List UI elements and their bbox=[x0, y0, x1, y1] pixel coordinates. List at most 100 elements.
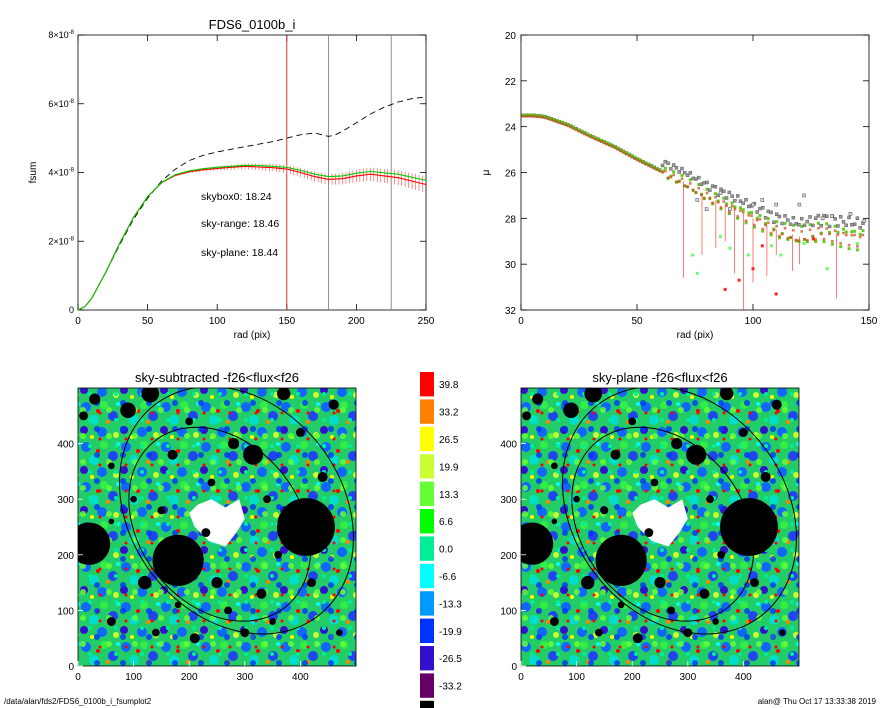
masked-star bbox=[263, 495, 271, 504]
skybox-point bbox=[769, 210, 773, 215]
sky-range-point bbox=[694, 191, 698, 194]
skybox-point bbox=[825, 214, 829, 218]
sky-range-point bbox=[664, 169, 667, 173]
sky-range-point bbox=[847, 243, 851, 247]
skybox-point bbox=[702, 181, 706, 185]
sky-range-point bbox=[737, 278, 741, 282]
sky-range-point bbox=[858, 235, 862, 239]
sky-plane-point bbox=[672, 170, 676, 174]
sky-plane-point bbox=[800, 224, 804, 228]
sky-range-point bbox=[544, 116, 547, 120]
skybox-point bbox=[848, 212, 853, 216]
sky-range-point bbox=[842, 231, 845, 235]
skybox-point bbox=[722, 189, 726, 194]
sky-range-point bbox=[555, 120, 559, 124]
skybox-point bbox=[713, 185, 718, 189]
masked-star bbox=[224, 606, 233, 615]
skybox-point bbox=[847, 215, 851, 220]
masked-star bbox=[79, 411, 89, 421]
skybox-point bbox=[797, 202, 802, 207]
sky-range-point bbox=[619, 149, 623, 153]
sky-range-point bbox=[811, 235, 815, 238]
colorbar-swatch bbox=[420, 646, 434, 671]
x-tick-label: 150 bbox=[861, 316, 878, 327]
sky-range-point bbox=[655, 168, 659, 172]
y-tick-label: 200 bbox=[500, 551, 517, 562]
sky-range-point bbox=[836, 233, 840, 236]
skybox-point bbox=[755, 210, 759, 214]
sky-range-point bbox=[805, 238, 809, 242]
masked-star bbox=[650, 478, 659, 487]
masked-star bbox=[720, 388, 734, 401]
sky-range-point bbox=[644, 162, 648, 166]
skybox-point bbox=[699, 182, 704, 187]
sky-plane-point bbox=[744, 221, 748, 225]
skybox-point bbox=[669, 167, 673, 171]
x-tick-label: 0 bbox=[518, 672, 524, 683]
colorbar-label: 19.9 bbox=[439, 462, 459, 473]
y-tick-label: 28 bbox=[505, 214, 517, 225]
masked-star bbox=[120, 402, 136, 419]
masked-star bbox=[130, 495, 137, 503]
sky-range-point bbox=[711, 201, 714, 205]
sky-range-point bbox=[819, 232, 823, 236]
y-tick-label: 4×10-8 bbox=[48, 168, 74, 178]
masked-star bbox=[551, 462, 558, 470]
y-tick-label: 30 bbox=[505, 260, 517, 271]
sky-plane-point bbox=[746, 253, 750, 257]
sky-plane-point bbox=[825, 267, 829, 271]
skybox-point bbox=[724, 196, 729, 200]
skybox-point bbox=[663, 159, 668, 164]
y-axis-label: fsum bbox=[28, 162, 39, 184]
masked-star bbox=[610, 449, 621, 460]
sky-plane-point bbox=[839, 245, 843, 249]
skybox-point bbox=[844, 223, 848, 228]
aperture-ellipse bbox=[128, 426, 312, 622]
sky-plane-point bbox=[841, 227, 845, 231]
sky-range-point bbox=[833, 229, 837, 233]
skybox-point bbox=[780, 221, 784, 226]
sky-range-point bbox=[817, 226, 820, 230]
profile-chart: 0 50 100 150 200 250 0 2×10-8 4×10-8 6×10-8 8×10-8… bbox=[28, 17, 435, 341]
x-tick-label: 200 bbox=[624, 672, 641, 683]
skybox-point bbox=[691, 176, 695, 181]
sky-range-point bbox=[831, 239, 834, 243]
sky-range-point bbox=[613, 146, 617, 150]
sky-range-point bbox=[630, 155, 634, 159]
skybox-point bbox=[718, 191, 723, 195]
sky-range-point bbox=[669, 175, 673, 179]
colorbar-swatch bbox=[420, 454, 434, 479]
sky-range-point bbox=[549, 118, 553, 122]
sky-range-point bbox=[533, 115, 536, 118]
skybox-point bbox=[820, 216, 825, 221]
sky-range-point bbox=[778, 234, 781, 238]
sky-range-point bbox=[850, 233, 854, 237]
colorbar-swatch bbox=[420, 509, 434, 534]
sky-plane-point bbox=[697, 183, 701, 187]
sky-range-point bbox=[627, 154, 631, 157]
sky-range-point bbox=[608, 144, 611, 147]
sky-range-point bbox=[728, 210, 731, 214]
skybox-point bbox=[819, 224, 823, 228]
skybox-point bbox=[862, 218, 867, 223]
sky-plane-point bbox=[828, 230, 832, 234]
image-area bbox=[521, 388, 799, 666]
masked-star bbox=[522, 411, 532, 421]
masked-star bbox=[617, 601, 625, 609]
sky-plane-point bbox=[822, 240, 826, 244]
sky-range-point bbox=[675, 180, 678, 184]
sky-range-point bbox=[794, 238, 798, 242]
y-tick-label: 0 bbox=[511, 662, 517, 673]
sky-plane-point bbox=[766, 217, 770, 221]
sky-range-point bbox=[530, 115, 533, 118]
sky-range-point bbox=[580, 131, 584, 134]
sky-range-point bbox=[839, 242, 842, 245]
y-tick-label: 24 bbox=[505, 123, 517, 134]
sky-range-point bbox=[739, 209, 742, 212]
x-axis-label: rad (pix) bbox=[234, 330, 271, 341]
colorbar-swatch bbox=[420, 426, 434, 452]
masked-star bbox=[185, 417, 194, 426]
sky-range-point bbox=[605, 142, 609, 146]
skybox-point bbox=[836, 224, 840, 228]
